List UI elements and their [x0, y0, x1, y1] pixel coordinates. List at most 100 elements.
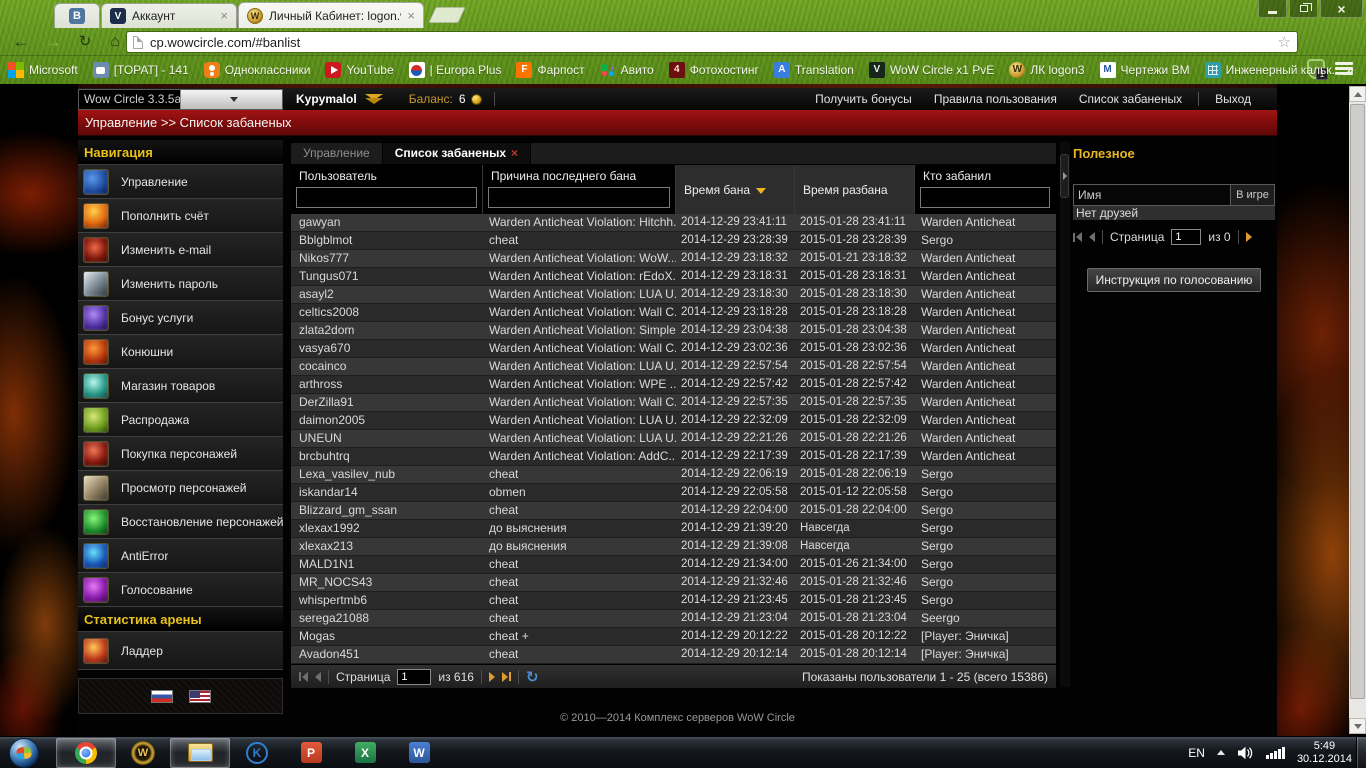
sidebar-nav-item[interactable]: Бонус услуги — [78, 301, 283, 335]
column-header-bantime[interactable]: Время бана — [676, 165, 795, 214]
ban-table-row[interactable]: UNEUN Warden Anticheat Violation: LUA U.… — [291, 430, 1056, 448]
bookmark-item[interactable]: | Europa Plus — [408, 62, 501, 78]
filter-reason-input[interactable] — [488, 187, 670, 208]
ban-table-row[interactable]: gawyan Warden Anticheat Violation: Hitch… — [291, 214, 1056, 232]
ban-table-row[interactable]: vasya670 Warden Anticheat Violation: Wal… — [291, 340, 1056, 358]
ban-table-row[interactable]: serega21088 cheat 2014-12-29 21:23:04 20… — [291, 610, 1056, 628]
sidebar-nav-item[interactable]: Пополнить счёт — [78, 199, 283, 233]
bookmark-item[interactable]: A Translation — [773, 62, 854, 78]
voting-instruction-button[interactable]: Инструкция по голосованию — [1087, 268, 1261, 292]
bookmark-item[interactable]: V WoW Circle x1 PvE — [868, 62, 994, 78]
bookmark-item[interactable]: Одноклассники — [203, 62, 310, 78]
taskbar-app-button[interactable] — [170, 737, 230, 768]
bookmark-item[interactable]: M Чертежи ВМ — [1099, 62, 1190, 78]
hidden-icons-arrow[interactable] — [1216, 750, 1225, 755]
ban-table-row[interactable]: Bblgblmot cheat 2014-12-29 23:28:39 2015… — [291, 232, 1056, 250]
column-header-user[interactable]: Пользователь — [291, 165, 483, 214]
taskbar-app-button[interactable]: W — [392, 738, 446, 768]
tab-personal-cabinet[interactable]: W Личный Кабинет: logon.w × — [238, 2, 424, 28]
close-tab-icon[interactable]: × — [220, 8, 228, 23]
bookmark-item[interactable]: Инженерный кальк... — [1204, 62, 1342, 78]
network-icon[interactable] — [1265, 746, 1285, 759]
forward-button[interactable] — [40, 31, 66, 53]
bookmark-item[interactable]: Авито — [600, 62, 654, 78]
taskbar-app-button[interactable]: W — [116, 738, 170, 768]
prev-page-button[interactable] — [315, 671, 321, 682]
ban-table-row[interactable]: whispertmb6 cheat 2014-12-29 21:23:45 20… — [291, 592, 1056, 610]
first-page-button[interactable] — [299, 671, 308, 682]
top-nav-link[interactable]: Правила пользования — [933, 92, 1057, 106]
friends-page-input[interactable] — [1171, 229, 1202, 245]
sidebar-nav-item[interactable]: Распродажа — [78, 403, 283, 437]
ban-table-row[interactable]: Mogas cheat + 2014-12-29 20:12:22 2015-0… — [291, 628, 1056, 646]
browser-menu-icon[interactable] — [1335, 62, 1353, 65]
column-header-unbantime[interactable]: Время разбана — [795, 165, 915, 214]
taskbar-app-button[interactable]: X — [338, 738, 392, 768]
home-button[interactable] — [102, 31, 128, 53]
ban-table-row[interactable]: zlata2dom Warden Anticheat Violation: Si… — [291, 322, 1056, 340]
ban-table-row[interactable]: daimon2005 Warden Anticheat Violation: L… — [291, 412, 1056, 430]
bookmarks-overflow-chevron[interactable]: » — [1346, 61, 1354, 77]
refresh-button[interactable] — [72, 31, 98, 53]
tab-management[interactable]: Управление — [303, 146, 370, 160]
filter-user-input[interactable] — [296, 187, 477, 208]
column-header-bannedby[interactable]: Кто забанил — [915, 165, 1056, 214]
sidebar-nav-item[interactable]: Изменить e-mail — [78, 233, 283, 267]
bookmark-item[interactable]: Microsoft — [8, 62, 78, 78]
ban-table-row[interactable]: Tungus071 Warden Anticheat Violation: rE… — [291, 268, 1056, 286]
ban-table-row[interactable]: iskandar14 obmen 2014-12-29 22:05:58 201… — [291, 484, 1056, 502]
sidebar-nav-item[interactable]: Изменить пароль — [78, 267, 283, 301]
sidebar-nav-item[interactable]: Магазин товаров — [78, 369, 283, 403]
close-window-button[interactable] — [1320, 0, 1363, 18]
russian-flag-icon[interactable] — [150, 689, 173, 703]
sidebar-nav-item[interactable]: Конюшни — [78, 335, 283, 369]
ban-table-row[interactable]: celtics2008 Warden Anticheat Violation: … — [291, 304, 1056, 322]
ban-table-row[interactable]: brcbuhtrq Warden Anticheat Violation: Ad… — [291, 448, 1056, 466]
bookmark-item[interactable]: 4 Фотохостинг — [668, 62, 759, 78]
bookmark-star-icon[interactable]: ☆ — [1277, 34, 1291, 51]
new-tab-button[interactable] — [428, 7, 466, 23]
page-number-input[interactable] — [397, 668, 432, 685]
ban-table-row[interactable]: MR_NOCS43 cheat 2014-12-29 21:32:46 2015… — [291, 574, 1056, 592]
ban-table-row[interactable]: Nikos777 Warden Anticheat Violation: WoW… — [291, 250, 1056, 268]
prev-page-button[interactable] — [1089, 232, 1095, 242]
sidebar-nav-item[interactable]: Просмотр персонажей — [78, 471, 283, 505]
friends-name-filter[interactable]: Имя — [1073, 184, 1231, 206]
restore-button[interactable] — [1289, 0, 1318, 18]
tab-account[interactable]: V Аккаунт × — [101, 3, 237, 28]
first-page-button[interactable] — [1073, 232, 1082, 242]
volume-icon[interactable] — [1237, 746, 1254, 760]
language-indicator[interactable]: EN — [1188, 745, 1205, 760]
next-page-button[interactable] — [1245, 232, 1252, 242]
address-bar[interactable]: cp.wowcircle.com/#banlist ☆ — [126, 31, 1298, 53]
sidebar-nav-item[interactable]: Голосование — [78, 573, 283, 607]
close-tab-icon[interactable]: × — [407, 7, 415, 23]
taskbar-app-button[interactable]: P — [284, 738, 338, 768]
extension-shield-icon[interactable]: 1 — [1307, 59, 1328, 80]
ban-table-row[interactable]: xlexax1992 до выяснения 2014-12-29 21:39… — [291, 520, 1056, 538]
scroll-down-button[interactable] — [1349, 718, 1366, 734]
splitter-collapse-handle[interactable] — [1060, 154, 1069, 198]
bookmark-item[interactable]: [ТОРАТ] - 141 — [92, 62, 189, 78]
ban-table-row[interactable]: xlexax213 до выяснения 2014-12-29 21:39:… — [291, 538, 1056, 556]
page-scrollbar[interactable] — [1349, 86, 1366, 734]
show-desktop-button[interactable] — [1356, 737, 1366, 768]
pinned-tab-vk[interactable]: B — [54, 3, 100, 28]
clock[interactable]: 5:49 30.12.2014 — [1297, 740, 1352, 766]
tab-banlist[interactable]: Список забаненых × — [381, 143, 532, 164]
ban-table-row[interactable]: MALD1N1 cheat 2014-12-29 21:34:00 2015-0… — [291, 556, 1056, 574]
ban-table-row[interactable]: Avadon451 cheat 2014-12-29 20:12:14 2015… — [291, 646, 1056, 664]
bookmark-item[interactable]: YouTube — [325, 62, 394, 78]
sidebar-nav-item[interactable]: Покупка персонажей — [78, 437, 283, 471]
bookmark-item[interactable]: W ЛК logon3 — [1009, 62, 1085, 78]
taskbar-app-button[interactable] — [56, 737, 116, 768]
scrollbar-thumb[interactable] — [1350, 104, 1365, 699]
column-header-reason[interactable]: Причина последнего бана — [483, 165, 676, 214]
ban-table-row[interactable]: Blizzard_gm_ssan cheat 2014-12-29 22:04:… — [291, 502, 1056, 520]
top-nav-link[interactable]: Список забаненых — [1078, 92, 1183, 106]
taskbar-app-button[interactable]: K — [230, 738, 284, 768]
ban-table-row[interactable]: cocainco Warden Anticheat Violation: LUA… — [291, 358, 1056, 376]
scroll-up-button[interactable] — [1349, 86, 1366, 102]
top-nav-link[interactable]: Получить бонусы — [815, 92, 912, 106]
sidebar-nav-item[interactable]: Ладдер — [78, 632, 283, 670]
